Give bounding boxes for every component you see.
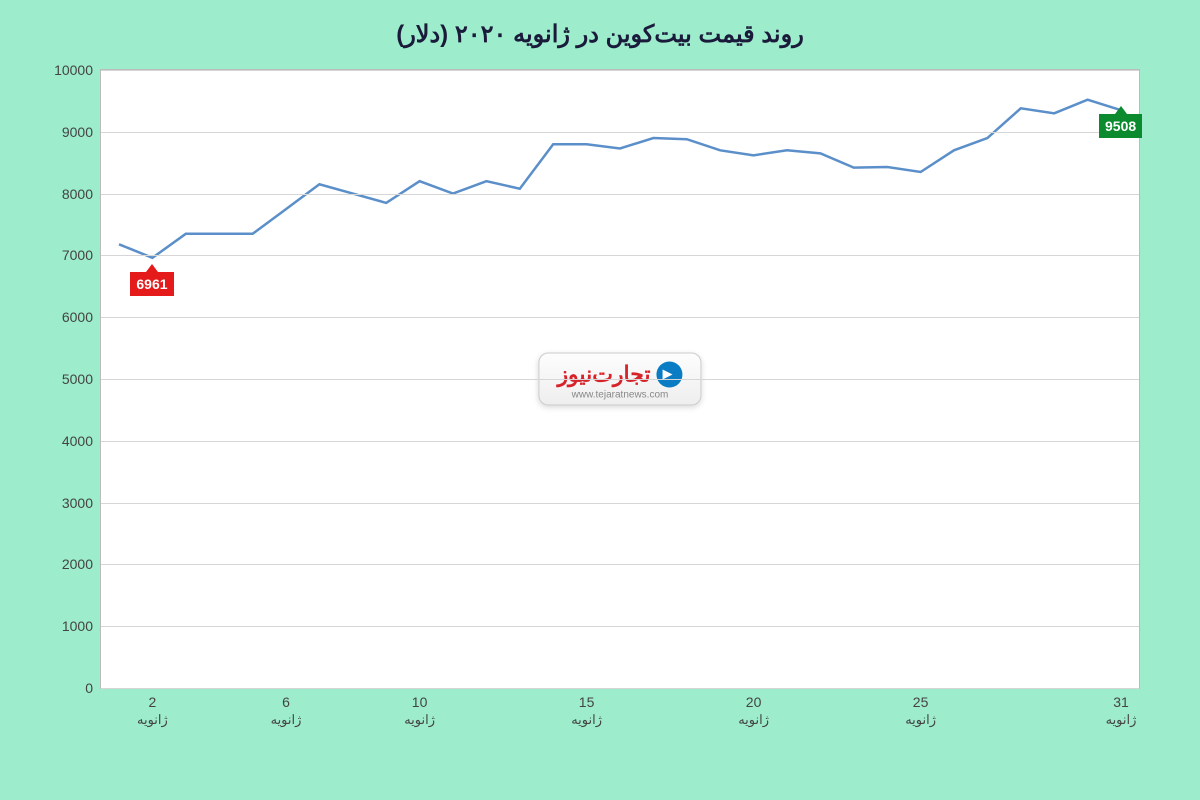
x-axis-label: 2ژانویه <box>127 688 177 728</box>
y-axis-label: 2000 <box>51 556 101 572</box>
x-axis-label: 10ژانویه <box>395 688 445 728</box>
watermark-logo-icon <box>657 362 683 388</box>
gridline <box>101 255 1139 256</box>
x-axis-label: 31ژانویه <box>1096 688 1146 728</box>
y-axis-label: 8000 <box>51 186 101 202</box>
gridline <box>101 70 1139 71</box>
x-axis-label: 15ژانویه <box>562 688 612 728</box>
low-callout: 6961 <box>130 272 173 296</box>
x-axis-label: 20ژانویه <box>729 688 779 728</box>
plot-area: تجارت‌نیوز www.tejaratnews.com 010002000… <box>100 69 1140 689</box>
high-callout: 9508 <box>1099 114 1142 138</box>
chart-wrap: تجارت‌نیوز www.tejaratnews.com 0 1000 2000… <box>40 69 1160 749</box>
chart-container: روند قیمت بیت‌کوین در ژانویه ۲۰۲۰ (دلار)… <box>0 0 1200 800</box>
chart-title: روند قیمت بیت‌کوین در ژانویه ۲۰۲۰ (دلار) <box>40 20 1160 49</box>
y-axis-label: 5000 <box>51 371 101 387</box>
y-axis-label: 6000 <box>51 309 101 325</box>
x-axis-label: 6ژانویه <box>261 688 311 728</box>
gridline <box>101 132 1139 133</box>
y-axis-label: 10000 <box>51 62 101 78</box>
gridline <box>101 317 1139 318</box>
gridline <box>101 379 1139 380</box>
gridline <box>101 441 1139 442</box>
y-axis-label: 0 <box>51 680 101 696</box>
price-line <box>119 100 1121 258</box>
gridline <box>101 626 1139 627</box>
gridline <box>101 688 1139 689</box>
watermark-url: www.tejaratnews.com <box>557 390 682 401</box>
y-axis-label: 9000 <box>51 124 101 140</box>
gridline <box>101 194 1139 195</box>
gridline <box>101 503 1139 504</box>
y-axis-label: 7000 <box>51 247 101 263</box>
watermark-brand: تجارت‌نیوز <box>557 362 682 388</box>
x-axis-label: 25ژانویه <box>896 688 946 728</box>
y-axis-label: 3000 <box>51 495 101 511</box>
y-axis-label: 1000 <box>51 618 101 634</box>
watermark-brand-text: تجارت‌نیوز <box>557 362 650 388</box>
y-axis-label: 4000 <box>51 433 101 449</box>
gridline <box>101 564 1139 565</box>
